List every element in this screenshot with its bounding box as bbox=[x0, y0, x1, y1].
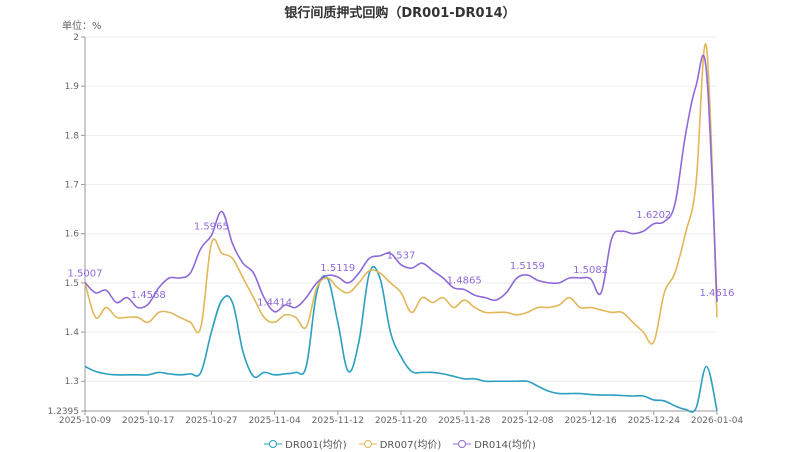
y-tick-label: 1.6 bbox=[65, 230, 80, 240]
series-line-DR014(均价) bbox=[84, 54, 718, 313]
y-tick-label: 1.4 bbox=[65, 328, 80, 338]
data-label: 1.4616 bbox=[700, 288, 735, 299]
x-tick-label: 2025-11-04 bbox=[248, 416, 301, 426]
y-tick-label: 1.9 bbox=[65, 82, 80, 92]
data-label: 1.4568 bbox=[131, 290, 166, 301]
series-line-DR001(均价) bbox=[84, 265, 718, 413]
y-tick-label: 1.3 bbox=[65, 377, 79, 387]
data-label: 1.4865 bbox=[447, 276, 482, 287]
data-label: 1.4414 bbox=[257, 298, 292, 309]
x-tick-label: 2025-12-24 bbox=[628, 416, 681, 426]
y-tick-label: 1.8 bbox=[65, 131, 80, 141]
y-tick-label: 1.5 bbox=[65, 279, 79, 289]
legend-marker-icon bbox=[453, 439, 472, 448]
legend-marker-icon bbox=[358, 439, 377, 448]
legend-item[interactable]: DR014(均价) bbox=[453, 436, 536, 451]
data-label: 1.5119 bbox=[320, 263, 355, 274]
chart-title: 银行间质押式回购（DR001-DR014） bbox=[284, 6, 516, 21]
data-label: 1.537 bbox=[387, 251, 416, 262]
data-label: 1.5965 bbox=[194, 221, 229, 232]
legend-marker-icon bbox=[264, 439, 283, 448]
x-tick-label: 2025-11-20 bbox=[375, 416, 428, 426]
x-tick-label: 2025-11-28 bbox=[438, 416, 491, 426]
unit-label: 单位：% bbox=[62, 21, 102, 32]
y-tick-label: 1.2395 bbox=[48, 407, 80, 417]
legend: DR001(均价) DR007(均价) DR014(均价) bbox=[0, 436, 800, 452]
x-tick-label: 2025-10-09 bbox=[59, 416, 112, 426]
legend-label: DR007(均价) bbox=[379, 440, 442, 451]
x-tick-label: 2025-10-17 bbox=[122, 416, 174, 426]
x-tick-label: 2026-01-04 bbox=[691, 416, 744, 426]
x-tick-label: 2025-12-08 bbox=[501, 416, 554, 426]
data-label: 1.5082 bbox=[573, 265, 608, 276]
series-line-DR007(均价) bbox=[84, 43, 718, 345]
x-tick-label: 2025-10-27 bbox=[185, 416, 237, 426]
data-label: 1.6202 bbox=[636, 210, 671, 221]
y-tick-label: 1.7 bbox=[65, 181, 79, 191]
y-tick-label: 2 bbox=[73, 33, 79, 43]
x-tick-label: 2025-11-12 bbox=[312, 416, 364, 426]
legend-item[interactable]: DR007(均价) bbox=[358, 436, 442, 451]
legend-item[interactable]: DR001(均价) bbox=[264, 436, 347, 451]
x-tick-label: 2025-12-16 bbox=[564, 416, 617, 426]
data-label: 1.5159 bbox=[510, 261, 545, 272]
legend-label: DR014(均价) bbox=[474, 440, 536, 451]
legend-label: DR001(均价) bbox=[285, 440, 347, 451]
data-label: 1.5007 bbox=[68, 269, 103, 280]
